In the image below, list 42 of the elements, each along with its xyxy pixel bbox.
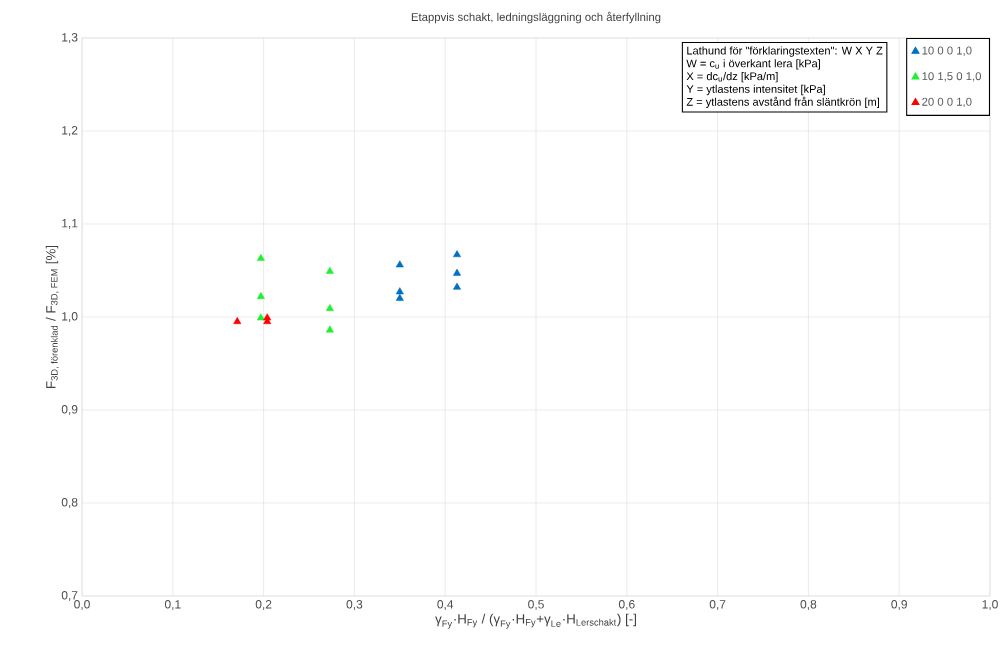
x-tick-label: 0,5 [528,600,544,610]
point [325,304,334,312]
point [256,313,265,321]
annotation: W = c$_{u}$ i överkant lera [kPa] [686,59,820,70]
x-tick-label: 0,6 [618,600,635,610]
point [395,293,404,301]
x-axis-title: $\text{γ}_{\text{Fy}}\text{·H}_{\text{Fy}}\text{ / (γ}_{\text{Fy}}\text{·H}_{\text{Fy}}\text{+γ}_{\text{Le}}\text{·H}_{\text{Lerschakt}}\text{) [-]}$ [435,613,636,629]
point [325,266,334,274]
x-tick-label: 0,4 [437,600,454,610]
annotation: Z = ytlastens avstånd från släntkrön [m] [686,96,879,108]
annotation: Y = ytlastens intensitet [kPa] [686,84,825,96]
y-tick-label: 1,1 [62,219,78,229]
y-axis-title: $\text{F}_{\text{3D, förenklad}}\text{ / F}_{\text{3D, FEM}}\text{ [\%]}$ [45,245,59,388]
x-tick-label: 0,9 [891,600,907,610]
chart-title: Etappvis schakt, ledningsläggning och återfyllning [411,11,661,24]
point [453,282,461,290]
annotation: X = dc$_{u}$/dz [kPa/m] [686,72,778,83]
x-tick-label: 0,3 [346,600,363,610]
y-tick-label: 0,7 [61,591,78,601]
point [395,260,404,268]
x-tick-label: 0,8 [800,600,817,610]
point [256,291,265,299]
point [453,250,461,258]
point [256,253,265,261]
point [325,325,334,333]
y-tick-label: 0,8 [61,498,78,508]
point [233,317,242,325]
x-tick-label: 0,1 [164,600,181,610]
y-tick-label: 1,3 [62,33,78,43]
legend-label: 10 1,5 0 1,0 [922,72,982,82]
legend-label: 20 0 0 1,0 [922,97,972,108]
point [395,287,404,295]
x-tick-label: 0,7 [709,600,726,610]
y-tick-label: 1,0 [62,312,78,322]
annotation: Lathund för "förklaringstexten": W X Y Z [687,46,883,57]
y-tick-label: 1,2 [62,126,78,136]
x-tick-label: 0,0 [74,600,90,610]
y-tick-label: 0,9 [61,405,78,415]
legend-label: 10 0 0 1,0 [922,46,972,56]
x-tick-label: 1,0 [982,600,998,610]
x-tick-label: 0,2 [255,600,272,610]
point [453,268,461,276]
